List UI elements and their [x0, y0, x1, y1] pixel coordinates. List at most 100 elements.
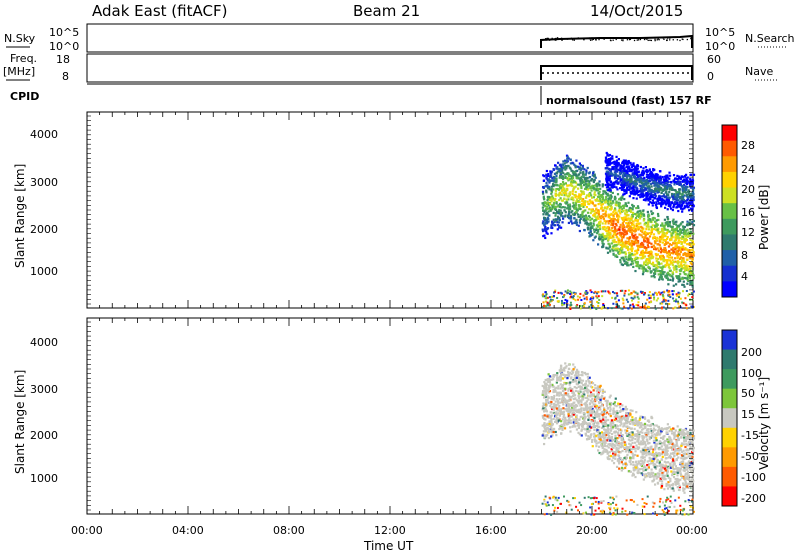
data-point [662, 265, 665, 268]
data-point [568, 203, 571, 207]
data-point [588, 192, 591, 195]
data-point [680, 246, 683, 249]
data-point [633, 181, 636, 184]
data-point [543, 217, 547, 220]
data-point [613, 209, 616, 212]
data-point [647, 197, 650, 200]
data-point [619, 223, 622, 226]
data-point [631, 192, 635, 195]
data-point [666, 438, 669, 441]
data-point [614, 170, 617, 173]
data-point [608, 179, 611, 182]
data-point [671, 263, 674, 267]
data-point [578, 221, 582, 224]
data-point [572, 204, 576, 207]
data-point [565, 198, 568, 201]
data-point [645, 196, 648, 199]
data-point [634, 269, 637, 273]
data-point [616, 174, 619, 177]
data-point [666, 185, 669, 188]
data-point [652, 190, 655, 193]
data-point [686, 464, 689, 467]
data-point [680, 203, 684, 207]
data-point [598, 238, 601, 241]
data-point [631, 208, 634, 211]
data-point [592, 224, 595, 227]
data-point [634, 242, 637, 245]
data-point [658, 240, 661, 243]
data-point [656, 475, 659, 479]
data-point [674, 180, 677, 183]
data-point [641, 229, 644, 232]
data-point [616, 219, 619, 222]
data-point [615, 186, 618, 189]
data-point [622, 175, 625, 179]
data-point [545, 181, 548, 185]
data-point [569, 386, 572, 389]
data-point [547, 436, 551, 440]
data-point [625, 163, 629, 166]
data-point [599, 217, 603, 220]
data-point [623, 192, 626, 196]
data-point [543, 423, 546, 426]
data-point [671, 271, 674, 274]
data-point [595, 390, 599, 393]
data-point [635, 238, 638, 241]
data-point [666, 258, 669, 262]
data-point [555, 181, 558, 184]
data-point [683, 248, 687, 251]
data-point [647, 225, 650, 228]
near-range-point [541, 295, 544, 298]
data-point [639, 229, 643, 232]
data-point [630, 249, 634, 253]
data-point [630, 252, 634, 255]
data-point [638, 468, 641, 471]
near-range-point [636, 292, 639, 295]
data-point [579, 168, 583, 171]
data-point [662, 250, 665, 253]
near-range-point [549, 300, 552, 303]
data-point [551, 205, 554, 208]
data-point [674, 221, 677, 224]
data-point [635, 222, 638, 226]
data-point [660, 195, 663, 198]
data-point [624, 212, 627, 215]
data-point [661, 184, 664, 187]
data-point [593, 209, 596, 213]
data-point [541, 230, 545, 233]
data-point [646, 442, 650, 445]
data-point [680, 242, 683, 246]
data-point [569, 215, 573, 219]
data-point [628, 243, 631, 246]
data-point [682, 227, 685, 230]
near-range-point [592, 306, 595, 309]
data-point [657, 214, 660, 218]
data-point [650, 229, 653, 232]
near-range-point [672, 297, 675, 300]
data-point [647, 241, 650, 244]
data-point [580, 204, 583, 207]
data-point [630, 242, 634, 245]
data-point [648, 261, 651, 264]
data-point [677, 241, 680, 244]
data-point [668, 171, 671, 174]
data-point [681, 228, 684, 232]
data-point [689, 233, 692, 236]
data-point [599, 227, 602, 231]
data-point [581, 420, 584, 424]
data-point [676, 232, 679, 236]
data-point [608, 188, 611, 191]
data-point [576, 424, 579, 427]
data-point [608, 172, 611, 176]
data-point [676, 254, 679, 257]
near-range-point [633, 296, 636, 299]
data-point [570, 169, 573, 172]
data-point [652, 264, 655, 268]
data-point [672, 205, 675, 208]
data-point [611, 155, 614, 158]
data-point [577, 224, 580, 227]
data-point [683, 263, 686, 267]
data-point [651, 194, 654, 197]
data-point [658, 469, 661, 473]
data-point [681, 462, 684, 465]
